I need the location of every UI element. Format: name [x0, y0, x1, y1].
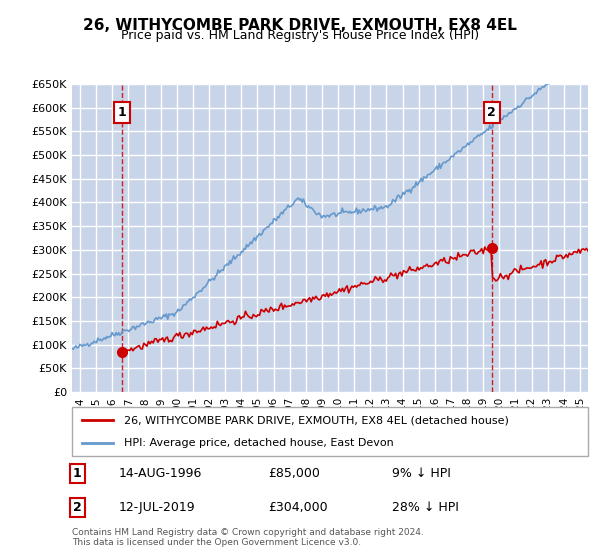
Text: 26, WITHYCOMBE PARK DRIVE, EXMOUTH, EX8 4EL: 26, WITHYCOMBE PARK DRIVE, EXMOUTH, EX8 …: [83, 18, 517, 33]
Text: 12-JUL-2019: 12-JUL-2019: [118, 501, 195, 514]
Text: Contains HM Land Registry data © Crown copyright and database right 2024.
This d: Contains HM Land Registry data © Crown c…: [72, 528, 424, 547]
Text: HPI: Average price, detached house, East Devon: HPI: Average price, detached house, East…: [124, 438, 394, 448]
Text: 28% ↓ HPI: 28% ↓ HPI: [392, 501, 459, 514]
Text: £304,000: £304,000: [268, 501, 328, 514]
Text: 1: 1: [118, 106, 127, 119]
Text: 1: 1: [73, 467, 82, 480]
Text: £85,000: £85,000: [268, 467, 320, 480]
FancyBboxPatch shape: [72, 407, 588, 456]
Text: 9% ↓ HPI: 9% ↓ HPI: [392, 467, 451, 480]
Text: 26, WITHYCOMBE PARK DRIVE, EXMOUTH, EX8 4EL (detached house): 26, WITHYCOMBE PARK DRIVE, EXMOUTH, EX8 …: [124, 416, 508, 426]
Text: 14-AUG-1996: 14-AUG-1996: [118, 467, 202, 480]
Text: Price paid vs. HM Land Registry's House Price Index (HPI): Price paid vs. HM Land Registry's House …: [121, 29, 479, 42]
Text: 2: 2: [487, 106, 496, 119]
Text: 2: 2: [73, 501, 82, 514]
